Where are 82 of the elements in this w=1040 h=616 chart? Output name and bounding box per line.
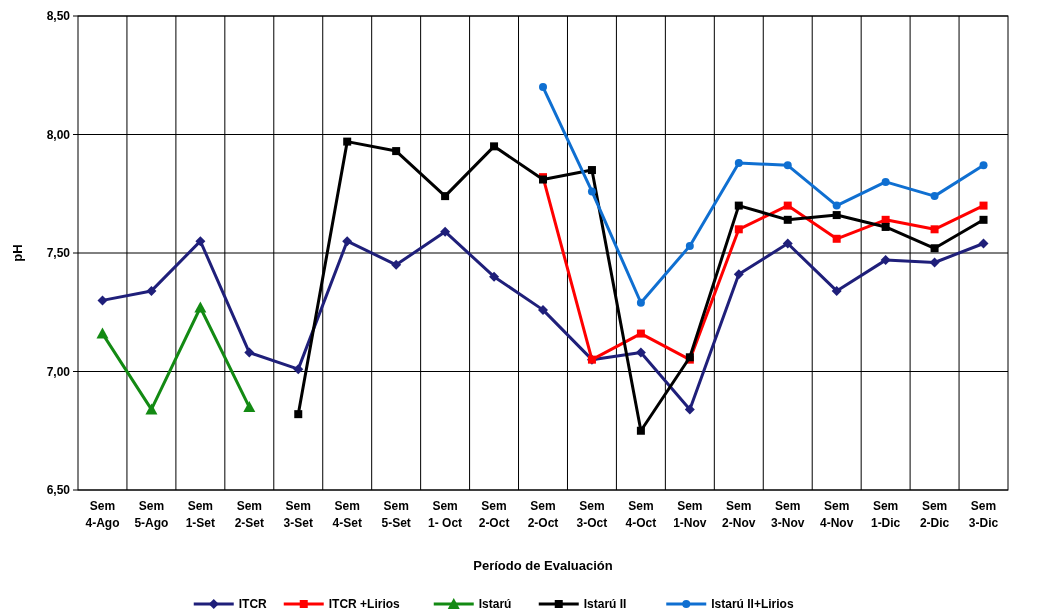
x-tick-label: Sem 1-Dic xyxy=(870,499,901,530)
point xyxy=(734,225,743,234)
x-tick-label: Sem 1- Oct xyxy=(428,499,463,530)
x-tick-label: Sem 4-Nov xyxy=(820,499,854,530)
x-tick-label: Sem 3-Nov xyxy=(771,499,805,530)
point xyxy=(979,161,988,170)
point xyxy=(587,166,596,175)
x-tick-label: Sem 1-Set xyxy=(185,499,216,530)
point xyxy=(145,403,158,415)
x-tick-label: Sem 3-Dic xyxy=(968,499,999,530)
legend-label: Istarú II+Lirios xyxy=(711,597,794,612)
point xyxy=(392,147,401,156)
point xyxy=(635,347,646,358)
x-tick-label: Sem 4-Ago xyxy=(85,499,120,530)
y-tick-label: 8,00 xyxy=(46,127,71,142)
point xyxy=(832,211,841,220)
point xyxy=(979,201,988,210)
y-tick-label: 8,50 xyxy=(46,9,71,24)
point xyxy=(538,304,548,315)
y-axis-title: pH xyxy=(10,244,25,262)
x-tick-label: Sem 2-Set xyxy=(234,499,264,530)
point xyxy=(195,236,206,247)
point xyxy=(243,401,256,413)
point xyxy=(930,192,939,201)
point xyxy=(881,222,890,231)
x-tick-label: Sem 4-Oct xyxy=(625,499,657,530)
point xyxy=(97,295,108,306)
point xyxy=(539,83,547,92)
point xyxy=(244,347,255,358)
x-tick-label: Sem 2-Nov xyxy=(722,499,756,530)
point xyxy=(96,327,109,339)
legend-label: ITCR +Lirios xyxy=(328,597,401,612)
point xyxy=(832,234,841,243)
point xyxy=(490,142,499,151)
point xyxy=(391,259,402,270)
legend-label: ITCR xyxy=(238,597,268,612)
point xyxy=(929,257,940,268)
point xyxy=(343,137,352,146)
x-tick-label: Sem 4-Set xyxy=(332,499,362,530)
y-tick-label: 7,00 xyxy=(46,364,71,379)
legend-label: Istarú xyxy=(478,597,512,612)
point xyxy=(489,271,500,282)
point xyxy=(294,410,303,419)
point xyxy=(684,404,695,415)
point xyxy=(293,364,304,375)
point xyxy=(930,225,939,234)
x-tick-label: Sem 1-Nov xyxy=(673,499,707,530)
x-axis-title: Período de Evaluación xyxy=(473,558,613,573)
x-tick-label: Sem 5-Ago xyxy=(134,499,169,530)
y-tick-label: 6,50 xyxy=(46,483,71,498)
point xyxy=(978,238,989,249)
x-tick-label: Sem 3-Oct xyxy=(576,499,608,530)
point xyxy=(783,215,792,224)
point xyxy=(734,158,743,167)
point xyxy=(146,285,157,296)
point xyxy=(440,226,451,237)
point xyxy=(783,161,792,170)
point xyxy=(734,201,743,210)
point xyxy=(587,187,596,196)
y-tick-label: 7,50 xyxy=(46,246,71,261)
point xyxy=(441,192,450,201)
point xyxy=(832,201,841,210)
point xyxy=(194,301,207,313)
point xyxy=(831,285,842,296)
point xyxy=(636,329,645,338)
legend-label: Istarú II xyxy=(583,597,627,612)
x-tick-label: Sem 2-Oct xyxy=(478,499,510,530)
x-tick-label: Sem 2-Oct xyxy=(527,499,559,530)
point xyxy=(930,244,939,253)
point xyxy=(783,201,792,210)
point xyxy=(881,177,890,186)
x-tick-label: Sem 5-Set xyxy=(381,499,411,530)
point xyxy=(880,255,891,266)
x-tick-label: Sem 3-Set xyxy=(283,499,313,530)
point xyxy=(636,426,645,435)
x-tick-label: Sem 2-Dic xyxy=(919,499,950,530)
point xyxy=(685,241,694,250)
point xyxy=(342,236,353,247)
point xyxy=(636,298,645,307)
point xyxy=(979,215,988,224)
point xyxy=(782,238,793,249)
point xyxy=(733,269,744,280)
